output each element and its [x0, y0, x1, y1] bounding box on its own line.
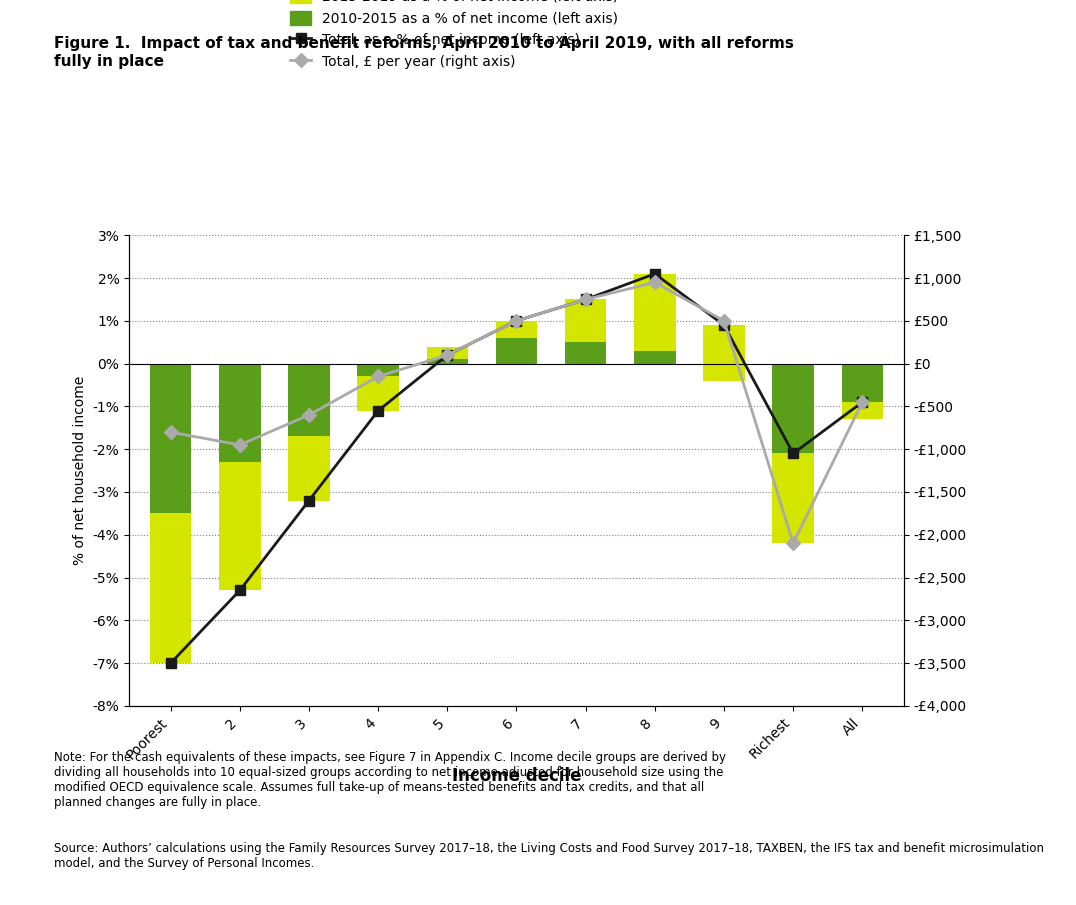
Bar [220, 462, 260, 590]
Total, as a % of net income (left axis) [371, 405, 384, 416]
Bar [496, 321, 537, 338]
Line: Total, as a % of net income (left axis): Total, as a % of net income (left axis) [166, 269, 867, 668]
Bar [496, 338, 537, 364]
Bar [773, 364, 813, 543]
Total, £ per year (right axis) [510, 316, 523, 327]
Bar [634, 274, 676, 351]
Bar [288, 364, 329, 436]
Total, £ per year (right axis) [649, 277, 662, 288]
Line: Total, £ per year (right axis): Total, £ per year (right axis) [166, 278, 867, 548]
Bar [426, 359, 468, 364]
Bar [357, 376, 399, 411]
Total, as a % of net income (left axis) [787, 448, 799, 459]
Bar [565, 342, 607, 364]
Total, £ per year (right axis) [165, 426, 178, 437]
Legend: 2015-2019 as a % of net income (left axis), 2010-2015 as a % of net income (left: 2015-2019 as a % of net income (left axi… [285, 0, 624, 74]
Total, £ per year (right axis) [371, 371, 384, 382]
Bar [288, 436, 329, 500]
Bar [357, 364, 399, 376]
Total, as a % of net income (left axis) [441, 349, 454, 360]
Total, £ per year (right axis) [718, 316, 731, 327]
Bar [150, 513, 192, 663]
Text: Source: Authors’ calculations using the Family Resources Survey 2017–18, the Liv: Source: Authors’ calculations using the … [54, 842, 1044, 870]
X-axis label: Income decile: Income decile [452, 767, 581, 786]
Bar [220, 364, 260, 462]
Total, £ per year (right axis) [855, 396, 868, 407]
Total, £ per year (right axis) [579, 294, 592, 305]
Text: Note: For the cash equivalents of these impacts, see Figure 7 in Appendix C. Inc: Note: For the cash equivalents of these … [54, 751, 726, 809]
Bar [841, 402, 883, 419]
Total, as a % of net income (left axis) [510, 316, 523, 327]
Total, as a % of net income (left axis) [855, 396, 868, 407]
Total, £ per year (right axis) [441, 349, 454, 360]
Bar [150, 364, 192, 513]
Total, £ per year (right axis) [302, 410, 315, 421]
Bar [704, 364, 745, 381]
Text: Figure 1.  Impact of tax and benefit reforms, April 2010 to April 2019, with all: Figure 1. Impact of tax and benefit refo… [54, 36, 794, 69]
Bar [704, 325, 745, 381]
Y-axis label: % of net household income: % of net household income [73, 376, 87, 566]
Total, as a % of net income (left axis) [165, 658, 178, 669]
Bar [565, 300, 607, 342]
Total, £ per year (right axis) [233, 440, 246, 451]
Total, as a % of net income (left axis) [649, 269, 662, 280]
Bar [773, 453, 813, 543]
Total, as a % of net income (left axis) [302, 495, 315, 506]
Total, £ per year (right axis) [787, 538, 799, 548]
Bar [841, 364, 883, 419]
Total, as a % of net income (left axis) [718, 319, 731, 330]
Bar [634, 351, 676, 364]
Total, as a % of net income (left axis) [233, 585, 246, 595]
Bar [426, 347, 468, 359]
Total, as a % of net income (left axis) [579, 294, 592, 305]
